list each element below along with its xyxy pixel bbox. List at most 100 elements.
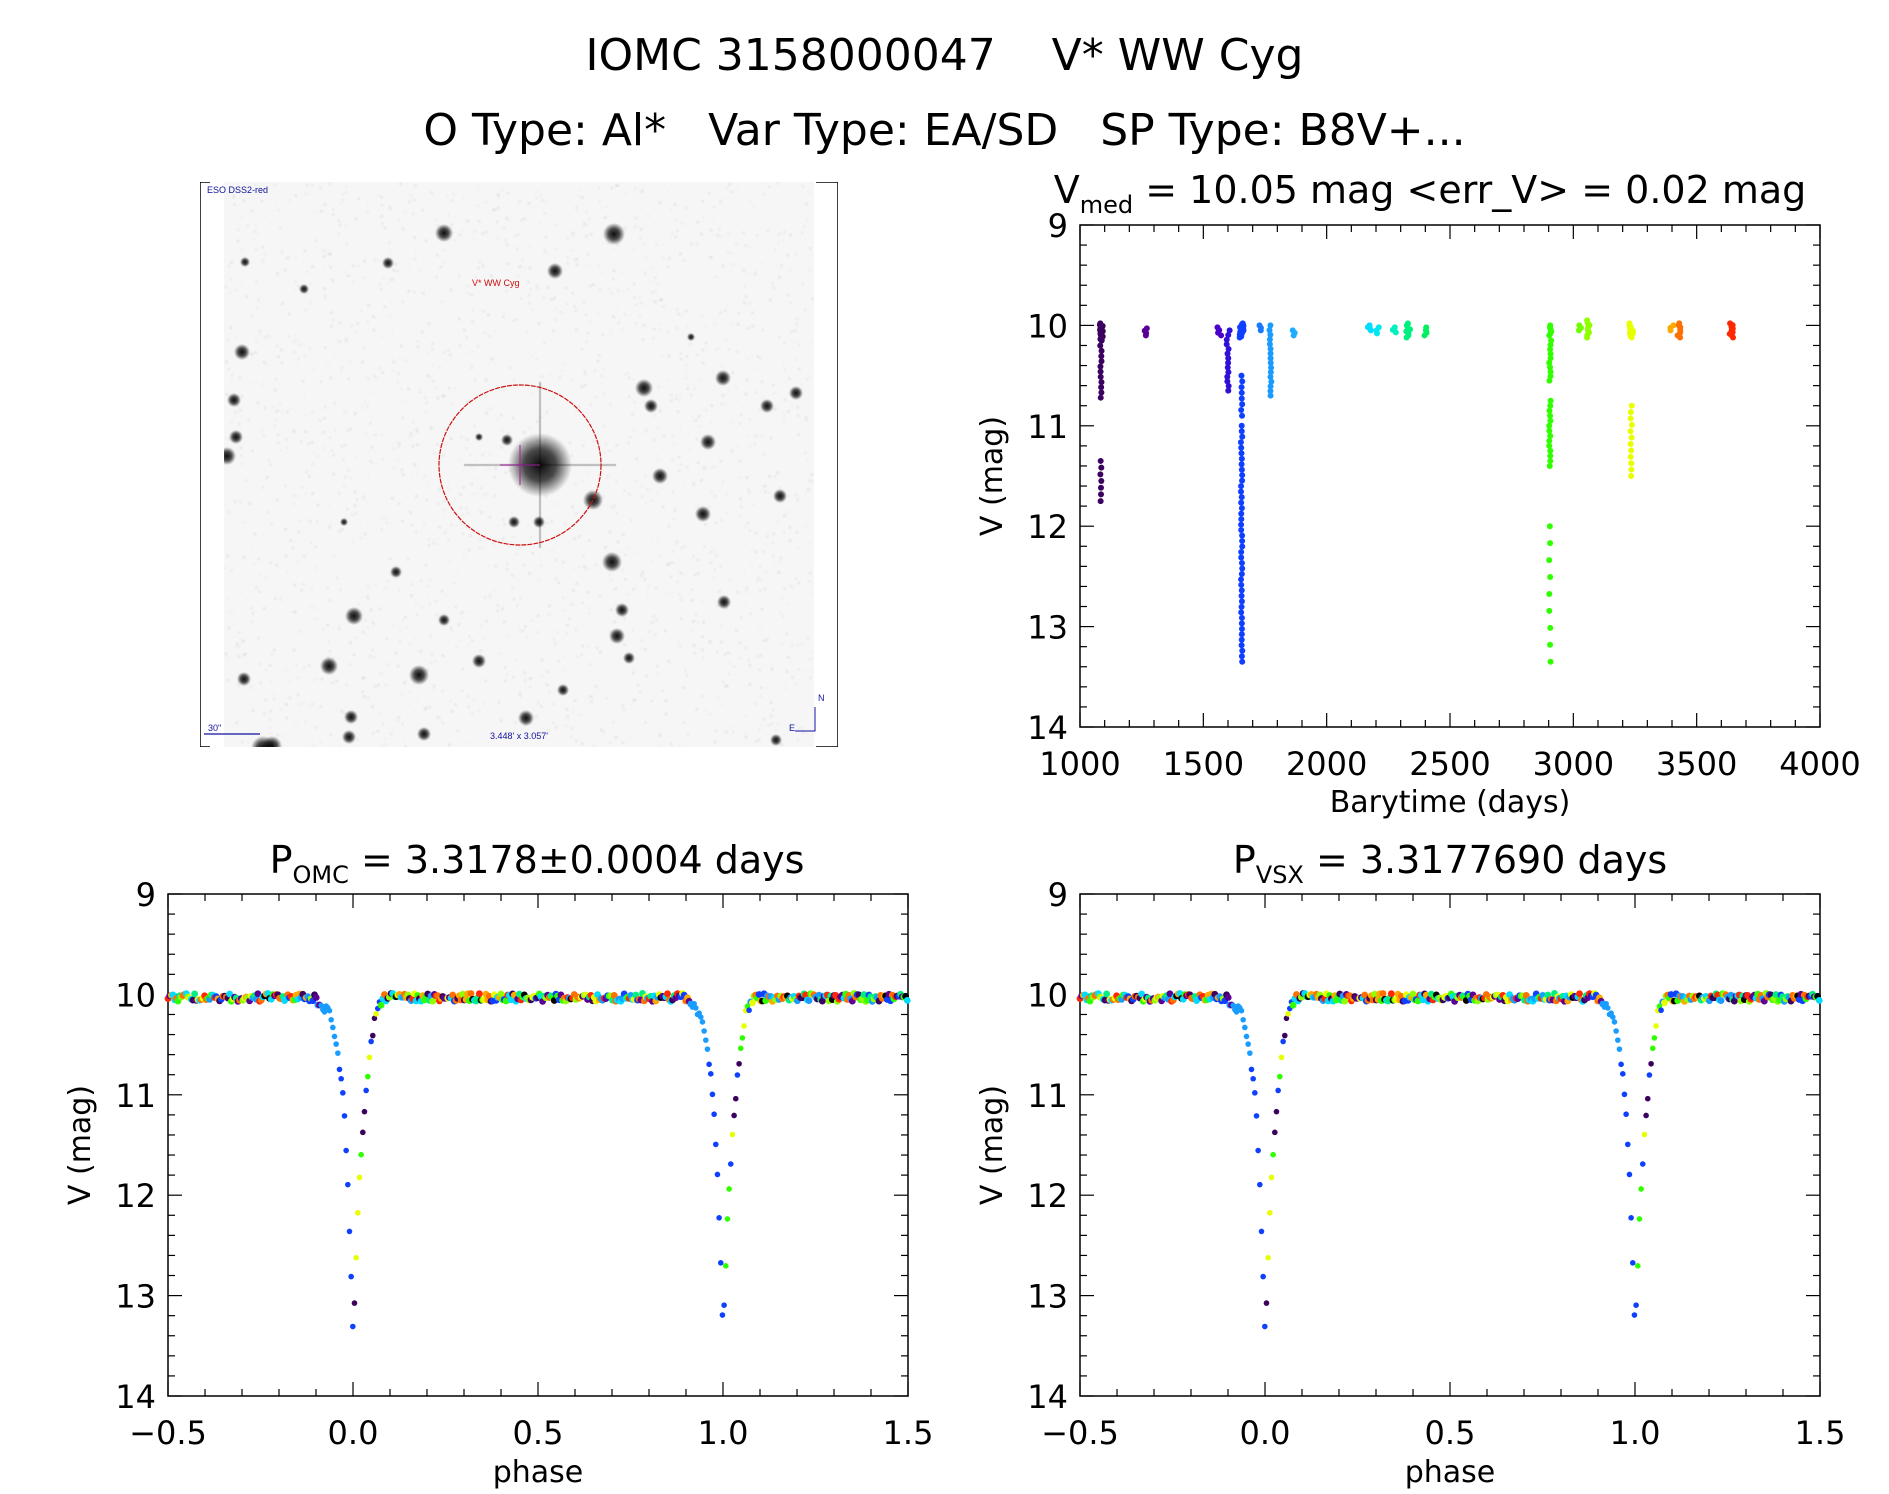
data-point: [1697, 996, 1705, 1004]
data-point: [1299, 990, 1307, 997]
data-point: [1349, 995, 1357, 1002]
data-point: [1104, 996, 1112, 1004]
data-point: [1547, 355, 1554, 362]
data-point: [1737, 997, 1745, 1005]
data-point: [507, 996, 515, 1004]
data-point: [734, 1072, 741, 1078]
data-point: [460, 996, 468, 1004]
data-point: [1572, 994, 1580, 1002]
data-point: [848, 997, 856, 1005]
data-point: [659, 992, 666, 1000]
data-point: [1649, 1045, 1656, 1052]
data-point: [1238, 554, 1245, 561]
data-point: [1407, 326, 1414, 333]
data-point: [1206, 995, 1214, 1003]
data-point: [312, 994, 320, 1001]
data-point: [552, 990, 560, 998]
data-point: [1097, 394, 1104, 401]
data-point: [1248, 1066, 1255, 1073]
data-point: [1521, 996, 1528, 1004]
data-point: [474, 994, 482, 1002]
data-point: [1209, 993, 1217, 1001]
data-point: [1610, 1014, 1616, 1020]
data-point: [338, 1075, 344, 1082]
data-point: [622, 994, 630, 1002]
data-point: [1324, 997, 1332, 1005]
data-point: [1674, 332, 1681, 339]
x-tick-label: 1500: [1163, 745, 1244, 783]
data-point: [1238, 389, 1245, 396]
data-point: [169, 991, 177, 999]
data-point: [1238, 505, 1245, 512]
data-point: [1230, 1002, 1236, 1009]
data-point: [1546, 324, 1553, 331]
data-point: [1409, 990, 1417, 998]
data-point: [1098, 325, 1105, 332]
data-point: [1744, 992, 1752, 999]
data-point: [514, 995, 522, 1003]
data-point: [768, 997, 776, 1005]
sky-image: ESO DSS2-red V* WW Cyg 30" 3.448' x 3.05…: [200, 182, 838, 747]
data-point: [181, 990, 189, 998]
data-point: [326, 1007, 333, 1014]
data-point: [1576, 322, 1583, 329]
data-point: [176, 992, 184, 1000]
data-point: [1627, 428, 1634, 435]
data-point: [1396, 996, 1404, 1004]
data-point: [873, 993, 881, 1001]
data-point: [1519, 992, 1527, 1000]
data-point: [778, 995, 786, 1003]
data-point: [1189, 995, 1197, 1003]
data-point: [346, 1228, 353, 1235]
data-point: [1238, 527, 1245, 534]
data-point: [752, 991, 760, 999]
data-point: [417, 997, 425, 1005]
data-point: [903, 996, 911, 1004]
data-point: [489, 997, 497, 1005]
data-point: [1242, 1024, 1248, 1031]
data-point: [1546, 407, 1553, 414]
data-point: [435, 997, 443, 1005]
data-point: [1765, 991, 1773, 998]
data-point: [386, 993, 393, 1001]
data-point: [1539, 991, 1547, 999]
data-point: [1239, 543, 1246, 550]
data-point: [1097, 329, 1104, 336]
data-point: [1626, 1171, 1633, 1178]
data-point: [214, 995, 222, 1003]
data-point: [1492, 991, 1500, 999]
data-point: [462, 996, 470, 1003]
data-point: [1239, 658, 1246, 665]
data-point: [336, 1066, 343, 1073]
data-point: [1379, 990, 1387, 997]
data-point: [1792, 992, 1800, 1000]
data-point: [495, 994, 503, 1002]
data-point: [609, 996, 616, 1004]
data-point: [1676, 330, 1683, 337]
data-point: [535, 990, 543, 998]
data-point: [440, 994, 448, 1002]
data-point: [1314, 994, 1322, 1002]
data-point: [827, 992, 835, 1000]
data-point: [1628, 326, 1635, 333]
data-point: [1098, 334, 1105, 341]
data-point: [1238, 499, 1245, 506]
data-point: [537, 993, 545, 1001]
y-tick-label: 14: [1027, 1378, 1068, 1416]
data-point: [1399, 997, 1407, 1005]
data-point: [374, 1005, 381, 1012]
data-point: [1594, 997, 1602, 1005]
data-point: [236, 996, 243, 1004]
data-point: [1623, 1111, 1629, 1118]
data-point: [1216, 993, 1224, 1001]
data-point: [788, 994, 796, 1002]
data-point: [1641, 1131, 1648, 1138]
data-point: [504, 991, 512, 999]
data-point: [1544, 991, 1552, 999]
data-point: [251, 992, 258, 1000]
data-point: [1720, 990, 1728, 998]
data-point: [254, 990, 262, 998]
data-point: [1326, 992, 1334, 999]
data-point: [685, 997, 693, 1005]
data-point: [1509, 995, 1517, 1002]
